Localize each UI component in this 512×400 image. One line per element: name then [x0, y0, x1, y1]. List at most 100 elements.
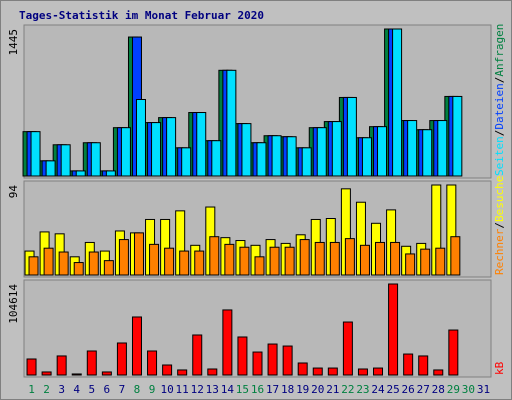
bar [331, 121, 342, 177]
bar [226, 69, 237, 177]
y-tick-label: 94 [7, 185, 20, 199]
bar [118, 239, 129, 276]
bar [41, 371, 52, 376]
x-tick-label: 4 [73, 383, 80, 396]
bar [267, 343, 278, 376]
bar [256, 142, 267, 177]
bar [284, 246, 295, 276]
bar [135, 98, 146, 177]
x-tick-label: 13 [206, 383, 219, 396]
legend-entry: kB [493, 361, 506, 375]
bar [101, 371, 112, 376]
bar [403, 353, 414, 376]
bar [60, 144, 71, 177]
x-tick-label: 26 [402, 383, 415, 396]
bar [224, 243, 235, 276]
x-tick-label: 24 [371, 383, 385, 396]
bar [120, 127, 131, 177]
bar [196, 112, 207, 177]
x-tick-label: 15 [236, 383, 249, 396]
bar [222, 309, 233, 376]
bar [45, 160, 56, 177]
x-tick-label: 2 [43, 383, 50, 396]
bar [420, 248, 431, 276]
bar [73, 262, 84, 276]
x-tick-label: 17 [266, 383, 279, 396]
legend: Rechner/Besuche [493, 176, 506, 275]
bar [299, 239, 310, 276]
bar [271, 135, 282, 177]
bar [149, 243, 160, 276]
legend: kB [493, 361, 506, 375]
bar [450, 236, 461, 276]
bar [361, 137, 372, 177]
bar [103, 260, 114, 276]
bar [312, 367, 323, 376]
bar [301, 147, 312, 177]
bar [131, 316, 142, 376]
legend-separator: / [493, 130, 506, 137]
bar [43, 247, 54, 276]
bar [435, 247, 446, 276]
bar [116, 342, 127, 376]
bar [239, 246, 250, 276]
x-tick-label: 19 [296, 383, 309, 396]
bar [286, 136, 297, 177]
bar [297, 362, 308, 376]
bar [359, 244, 370, 276]
bar [448, 329, 459, 376]
legend-entry: Seiten [493, 136, 506, 176]
bar [329, 241, 340, 276]
bar [194, 250, 205, 276]
x-tick-label: 25 [386, 383, 399, 396]
bar [407, 120, 418, 177]
bar [26, 358, 37, 376]
x-tick-label: 30 [462, 383, 475, 396]
bar [105, 170, 116, 177]
bar [71, 373, 82, 376]
bar [314, 241, 325, 276]
bar [390, 241, 401, 276]
bar [346, 96, 357, 177]
bar [58, 251, 69, 276]
x-tick-label: 7 [119, 383, 126, 396]
bar [418, 355, 429, 376]
x-tick-label: 29 [447, 383, 460, 396]
bar [342, 321, 353, 376]
chart-title: Tages-Statistik im Monat Februar 2020 [19, 9, 264, 22]
legend-entry: Rechner [493, 228, 506, 275]
bar [357, 368, 368, 376]
bar [392, 28, 403, 177]
bar [151, 122, 162, 177]
x-tick-label: 27 [417, 383, 430, 396]
bar [254, 256, 265, 276]
x-tick-label: 18 [281, 383, 294, 396]
bar [241, 123, 252, 177]
x-tick-label: 10 [160, 383, 173, 396]
bar [181, 147, 192, 177]
legend-entry: Besuche [493, 176, 506, 222]
bar [422, 129, 433, 177]
bar [164, 247, 175, 276]
x-tick-label: 5 [88, 383, 95, 396]
bar [316, 127, 327, 177]
legend-separator: / [493, 77, 506, 84]
x-tick-label: 16 [251, 383, 264, 396]
bar [452, 95, 463, 177]
y-tick-label: 104614 [7, 284, 20, 324]
bar [375, 241, 386, 276]
bar [75, 170, 86, 177]
x-tick-label: 14 [221, 383, 235, 396]
x-tick-label: 21 [326, 383, 339, 396]
x-tick-label: 12 [191, 383, 204, 396]
bar [405, 253, 416, 276]
bar [30, 131, 41, 177]
x-tick-label: 3 [58, 383, 65, 396]
bar [327, 367, 338, 376]
bar [162, 364, 173, 376]
x-tick-label: 11 [176, 383, 189, 396]
x-tick-label: 20 [311, 383, 324, 396]
bar [252, 351, 263, 376]
bar [28, 256, 39, 276]
bar [177, 369, 188, 376]
